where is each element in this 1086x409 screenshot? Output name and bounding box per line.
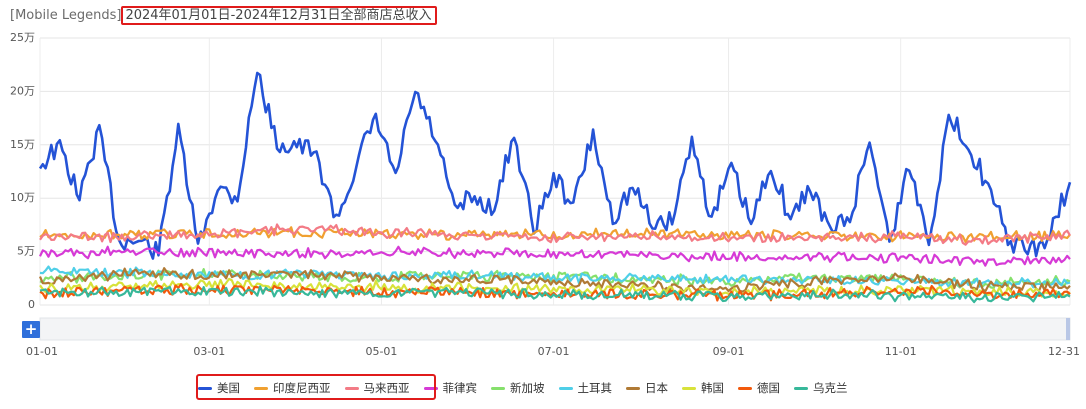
legend-item[interactable]: 土耳其 xyxy=(558,380,613,396)
legend-label: 日本 xyxy=(645,381,668,395)
legend-item[interactable]: 印度尼西亚 xyxy=(254,380,331,396)
legend-item[interactable]: 乌克兰 xyxy=(794,380,848,396)
legend-item[interactable]: 新加坡 xyxy=(491,380,545,396)
legend-label: 美国 xyxy=(217,381,240,395)
legend-swatch xyxy=(198,386,212,390)
y-tick-label: 5万 xyxy=(17,245,35,258)
legend-label: 土耳其 xyxy=(577,381,613,395)
legend-item[interactable]: 马来西亚 xyxy=(344,380,410,396)
y-tick-label: 15万 xyxy=(10,138,35,151)
legend-item[interactable]: 日本 xyxy=(626,380,668,396)
app-name: [Mobile Legends] xyxy=(10,8,122,23)
legend-swatch xyxy=(682,386,696,390)
legend-label: 印度尼西亚 xyxy=(273,381,331,395)
legend-item[interactable]: 美国 xyxy=(198,380,240,396)
y-axis: 0 5万 10万 15万 20万 25万 xyxy=(10,31,35,311)
legend-label: 新加坡 xyxy=(510,381,545,395)
legend-label: 乌克兰 xyxy=(813,381,848,395)
grid xyxy=(39,37,1071,306)
legend-label: 韩国 xyxy=(701,381,724,395)
legend-swatch xyxy=(626,386,640,390)
legend-item[interactable]: 菲律宾 xyxy=(423,380,478,396)
legend-swatch xyxy=(558,386,573,390)
zoom-slider-track[interactable] xyxy=(39,317,1071,341)
legend-swatch xyxy=(738,386,752,390)
y-tick-label: 25万 xyxy=(10,31,35,44)
legend-label: 菲律宾 xyxy=(442,381,478,395)
series-lines xyxy=(38,71,1072,304)
title-date-range: 2024年01月01日-2024年12月31日全部商店总收入 xyxy=(121,6,438,25)
x-axis: 01-01 03-01 05-01 07-01 09-01 11-01 12-31 xyxy=(26,345,1080,358)
legend-swatch xyxy=(423,386,438,390)
x-tick-label: 11-01 xyxy=(885,345,917,358)
zoom-expand-button[interactable]: + xyxy=(22,321,40,338)
legend-swatch xyxy=(491,386,505,390)
y-tick-label: 0 xyxy=(28,298,35,311)
legend-swatch xyxy=(344,386,359,390)
legend-item[interactable]: 韩国 xyxy=(682,380,724,396)
series-line-6 xyxy=(38,267,1071,294)
y-tick-label: 10万 xyxy=(10,191,35,204)
x-tick-label: 03-01 xyxy=(193,345,225,358)
legend-swatch xyxy=(254,386,268,390)
x-tick-label: 05-01 xyxy=(365,345,397,358)
series-line-3 xyxy=(39,245,1071,267)
x-tick-label: 12-31 xyxy=(1048,345,1080,358)
legend-swatch xyxy=(794,386,808,390)
zoom-slider-handle[interactable] xyxy=(1066,318,1070,340)
x-tick-label: 09-01 xyxy=(713,345,745,358)
legend-label: 马来西亚 xyxy=(363,381,410,395)
y-tick-label: 20万 xyxy=(10,84,35,97)
legend-label: 德国 xyxy=(757,381,780,395)
series-line-7 xyxy=(39,277,1071,298)
legend: 美国 印度尼西亚 马来西亚 菲律宾 新加坡 土耳其 日本 韩国 德国 乌克兰 xyxy=(198,375,862,401)
series-line-0 xyxy=(38,71,1072,260)
data-zoom-slider[interactable] xyxy=(39,317,1071,341)
x-tick-label: 01-01 xyxy=(26,345,58,358)
chart-title: [Mobile Legends] 2024年01月01日-2024年12月31日全… xyxy=(10,6,438,26)
series-line-2 xyxy=(39,223,1071,246)
x-tick-label: 07-01 xyxy=(538,345,570,358)
legend-item[interactable]: 德国 xyxy=(738,380,780,396)
series-line-9 xyxy=(39,285,1071,304)
